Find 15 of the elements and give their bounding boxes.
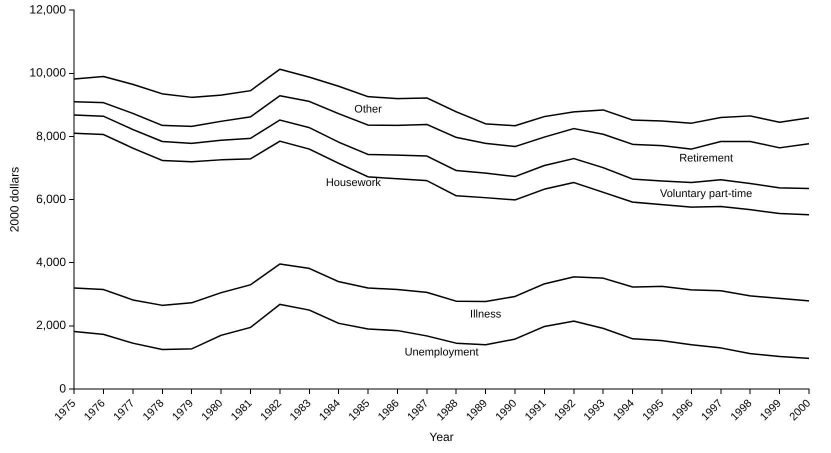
series-label: Unemployment: [404, 346, 479, 359]
series-label: Illness: [470, 308, 502, 321]
series-label: Voluntary part-time: [660, 188, 752, 200]
y-tick-label: 4,000: [36, 255, 66, 270]
y-tick-label: 2,000: [36, 318, 66, 332]
y-tick-label: 8,000: [36, 128, 66, 143]
series-label: Retirement: [679, 152, 734, 164]
y-tick-label: 10,000: [29, 66, 66, 80]
x-axis-title: Year: [429, 430, 454, 444]
y-axis-title: 2000 dollars: [8, 166, 22, 232]
y-tick-label: 0: [59, 381, 66, 396]
y-tick-label: 12,000: [29, 2, 66, 17]
y-tick-label: 6,000: [36, 192, 66, 206]
series-label: Housework: [326, 177, 382, 190]
series-label: Other: [354, 104, 382, 116]
